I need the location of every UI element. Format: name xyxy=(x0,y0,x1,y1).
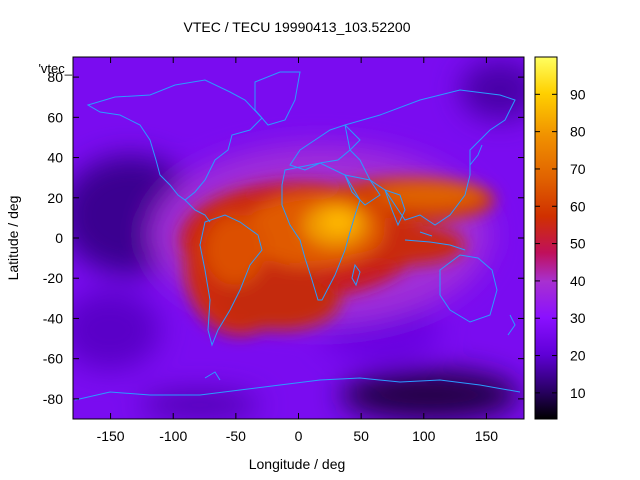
colorbar-tick-label: 40 xyxy=(570,273,586,289)
x-tick-label: 150 xyxy=(475,428,499,444)
x-tick-label: 100 xyxy=(412,428,436,444)
colorbar-axis: 10 20 30 40 50 60 70 80 90 xyxy=(535,86,586,401)
colorbar-tick-label: 30 xyxy=(570,310,586,326)
x-tick-label: 0 xyxy=(295,428,303,444)
colorbar xyxy=(534,56,558,420)
y-tick-label: 60 xyxy=(47,109,63,125)
y-tick-label: 20 xyxy=(47,190,63,206)
y-axis: -80 -60 -40 -20 0 20 40 60 80 xyxy=(43,69,524,407)
y-tick-label: 40 xyxy=(47,150,63,166)
colorbar-tick-label: 20 xyxy=(570,348,586,364)
x-axis: -150 -100 -50 0 50 100 150 xyxy=(97,57,499,444)
y-tick-label: -80 xyxy=(43,391,63,407)
chart-title: VTEC / TECU 19990413_103.52200 xyxy=(183,19,410,35)
x-tick-label: -50 xyxy=(226,428,246,444)
y-tick-label: 0 xyxy=(55,230,63,246)
y-tick-label: -60 xyxy=(43,351,63,367)
colorbar-tick-label: 60 xyxy=(570,198,586,214)
y-tick-label: -40 xyxy=(43,310,63,326)
colorbar-tick-label: 10 xyxy=(570,385,586,401)
x-axis-label: Longitude / deg xyxy=(249,456,346,472)
colorbar-tick-label: 90 xyxy=(570,86,586,102)
y-tick-label: -20 xyxy=(43,270,63,286)
x-tick-label: -150 xyxy=(97,428,125,444)
y-axis-label: Latitude / deg xyxy=(5,196,21,281)
x-tick-label: 50 xyxy=(353,428,369,444)
coastlines xyxy=(74,71,521,401)
colorbar-tick-label: 70 xyxy=(570,161,586,177)
heatmap-field xyxy=(73,57,524,419)
antarctic-low xyxy=(340,370,520,419)
colorbar-tick-label: 50 xyxy=(570,236,586,252)
colorbar-tick-label: 80 xyxy=(570,124,586,140)
x-tick-label: -100 xyxy=(159,428,187,444)
y-tick-label: 80 xyxy=(47,69,63,85)
series-key-label: 'vtec_ xyxy=(38,61,72,76)
